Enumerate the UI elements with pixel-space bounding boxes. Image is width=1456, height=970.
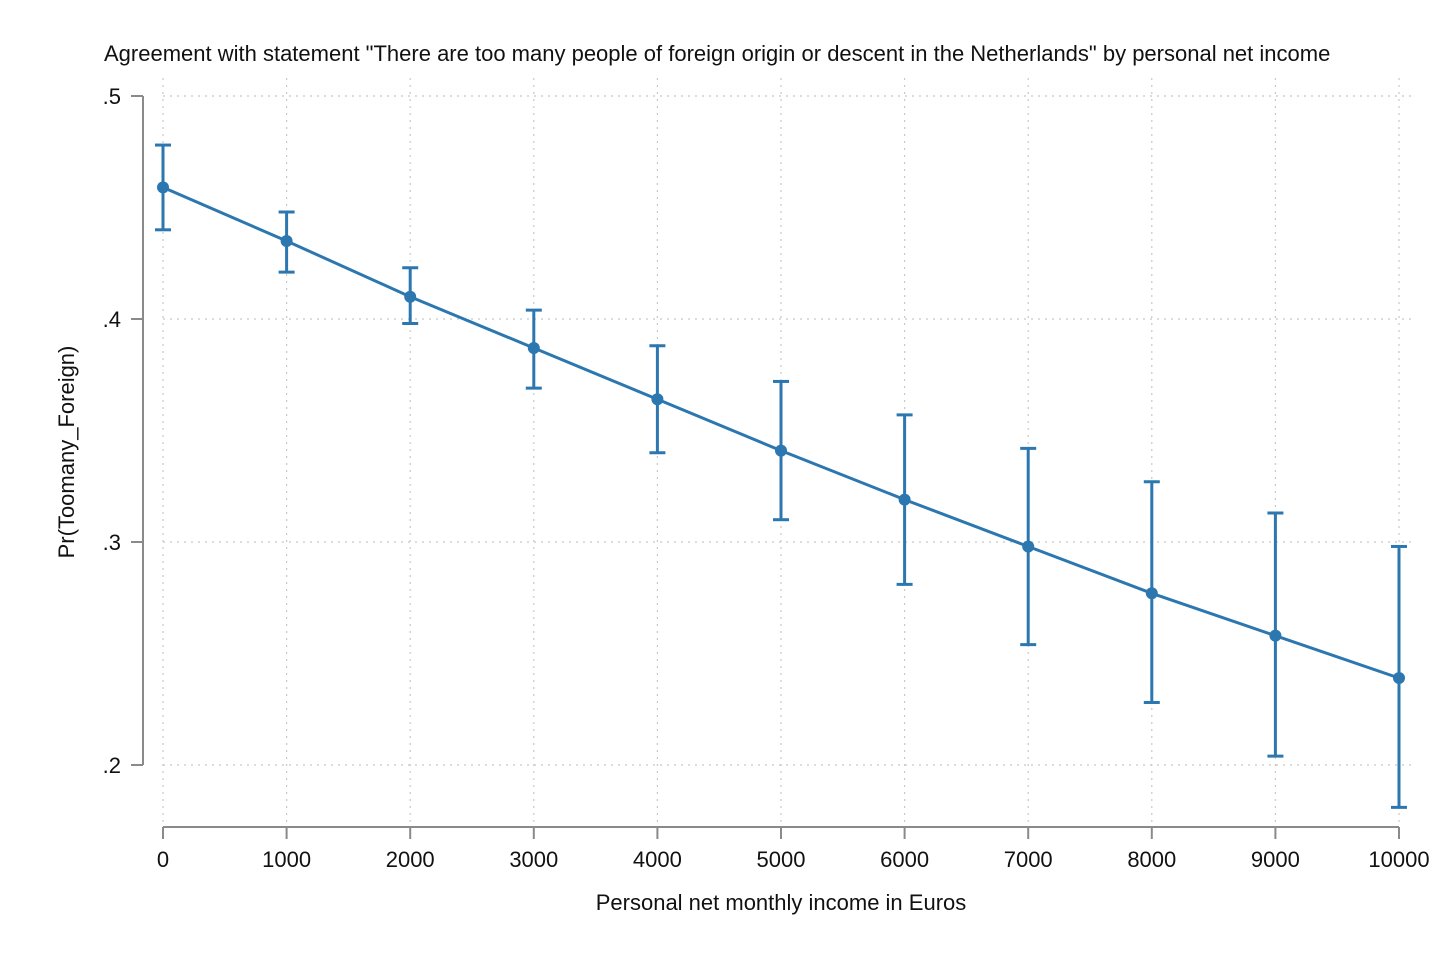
y-tick-label: .2 [103,753,121,778]
y-tick-label: .3 [103,530,121,555]
chart-title: Agreement with statement "There are too … [104,41,1330,66]
x-tick-label: 3000 [509,847,558,872]
data-point [404,290,417,303]
x-tick-label: 5000 [757,847,806,872]
series-line-group [155,143,1407,809]
x-tick-label: 0 [157,847,169,872]
data-point [1145,587,1158,600]
x-tick-label: 6000 [880,847,929,872]
x-tick-label: 7000 [1004,847,1053,872]
y-tick-label: .4 [103,307,121,332]
x-axis-title: Personal net monthly income in Euros [596,890,967,915]
x-tick-label: 2000 [386,847,435,872]
data-point [280,234,293,247]
data-point [157,181,169,194]
data-point [775,444,787,457]
x-tick-label: 4000 [633,847,682,872]
x-tick-label: 10000 [1368,847,1429,872]
y-axis-title: Pr(Toomany_Foreign) [54,346,79,559]
y-tick-label: .5 [103,84,121,109]
data-point [651,393,664,406]
data-point [1269,629,1282,642]
x-tick-label: 9000 [1251,847,1300,872]
data-point [1393,672,1405,685]
data-point [1022,540,1035,553]
grid [162,78,1416,823]
data-point [527,341,540,354]
data-point [898,493,911,506]
x-tick-label: 8000 [1127,847,1176,872]
x-tick-label: 1000 [262,847,311,872]
axes: .2 .3 .4 .5 0 1000 2000 3000 4000 5000 6000 7000 800… [103,84,1430,872]
